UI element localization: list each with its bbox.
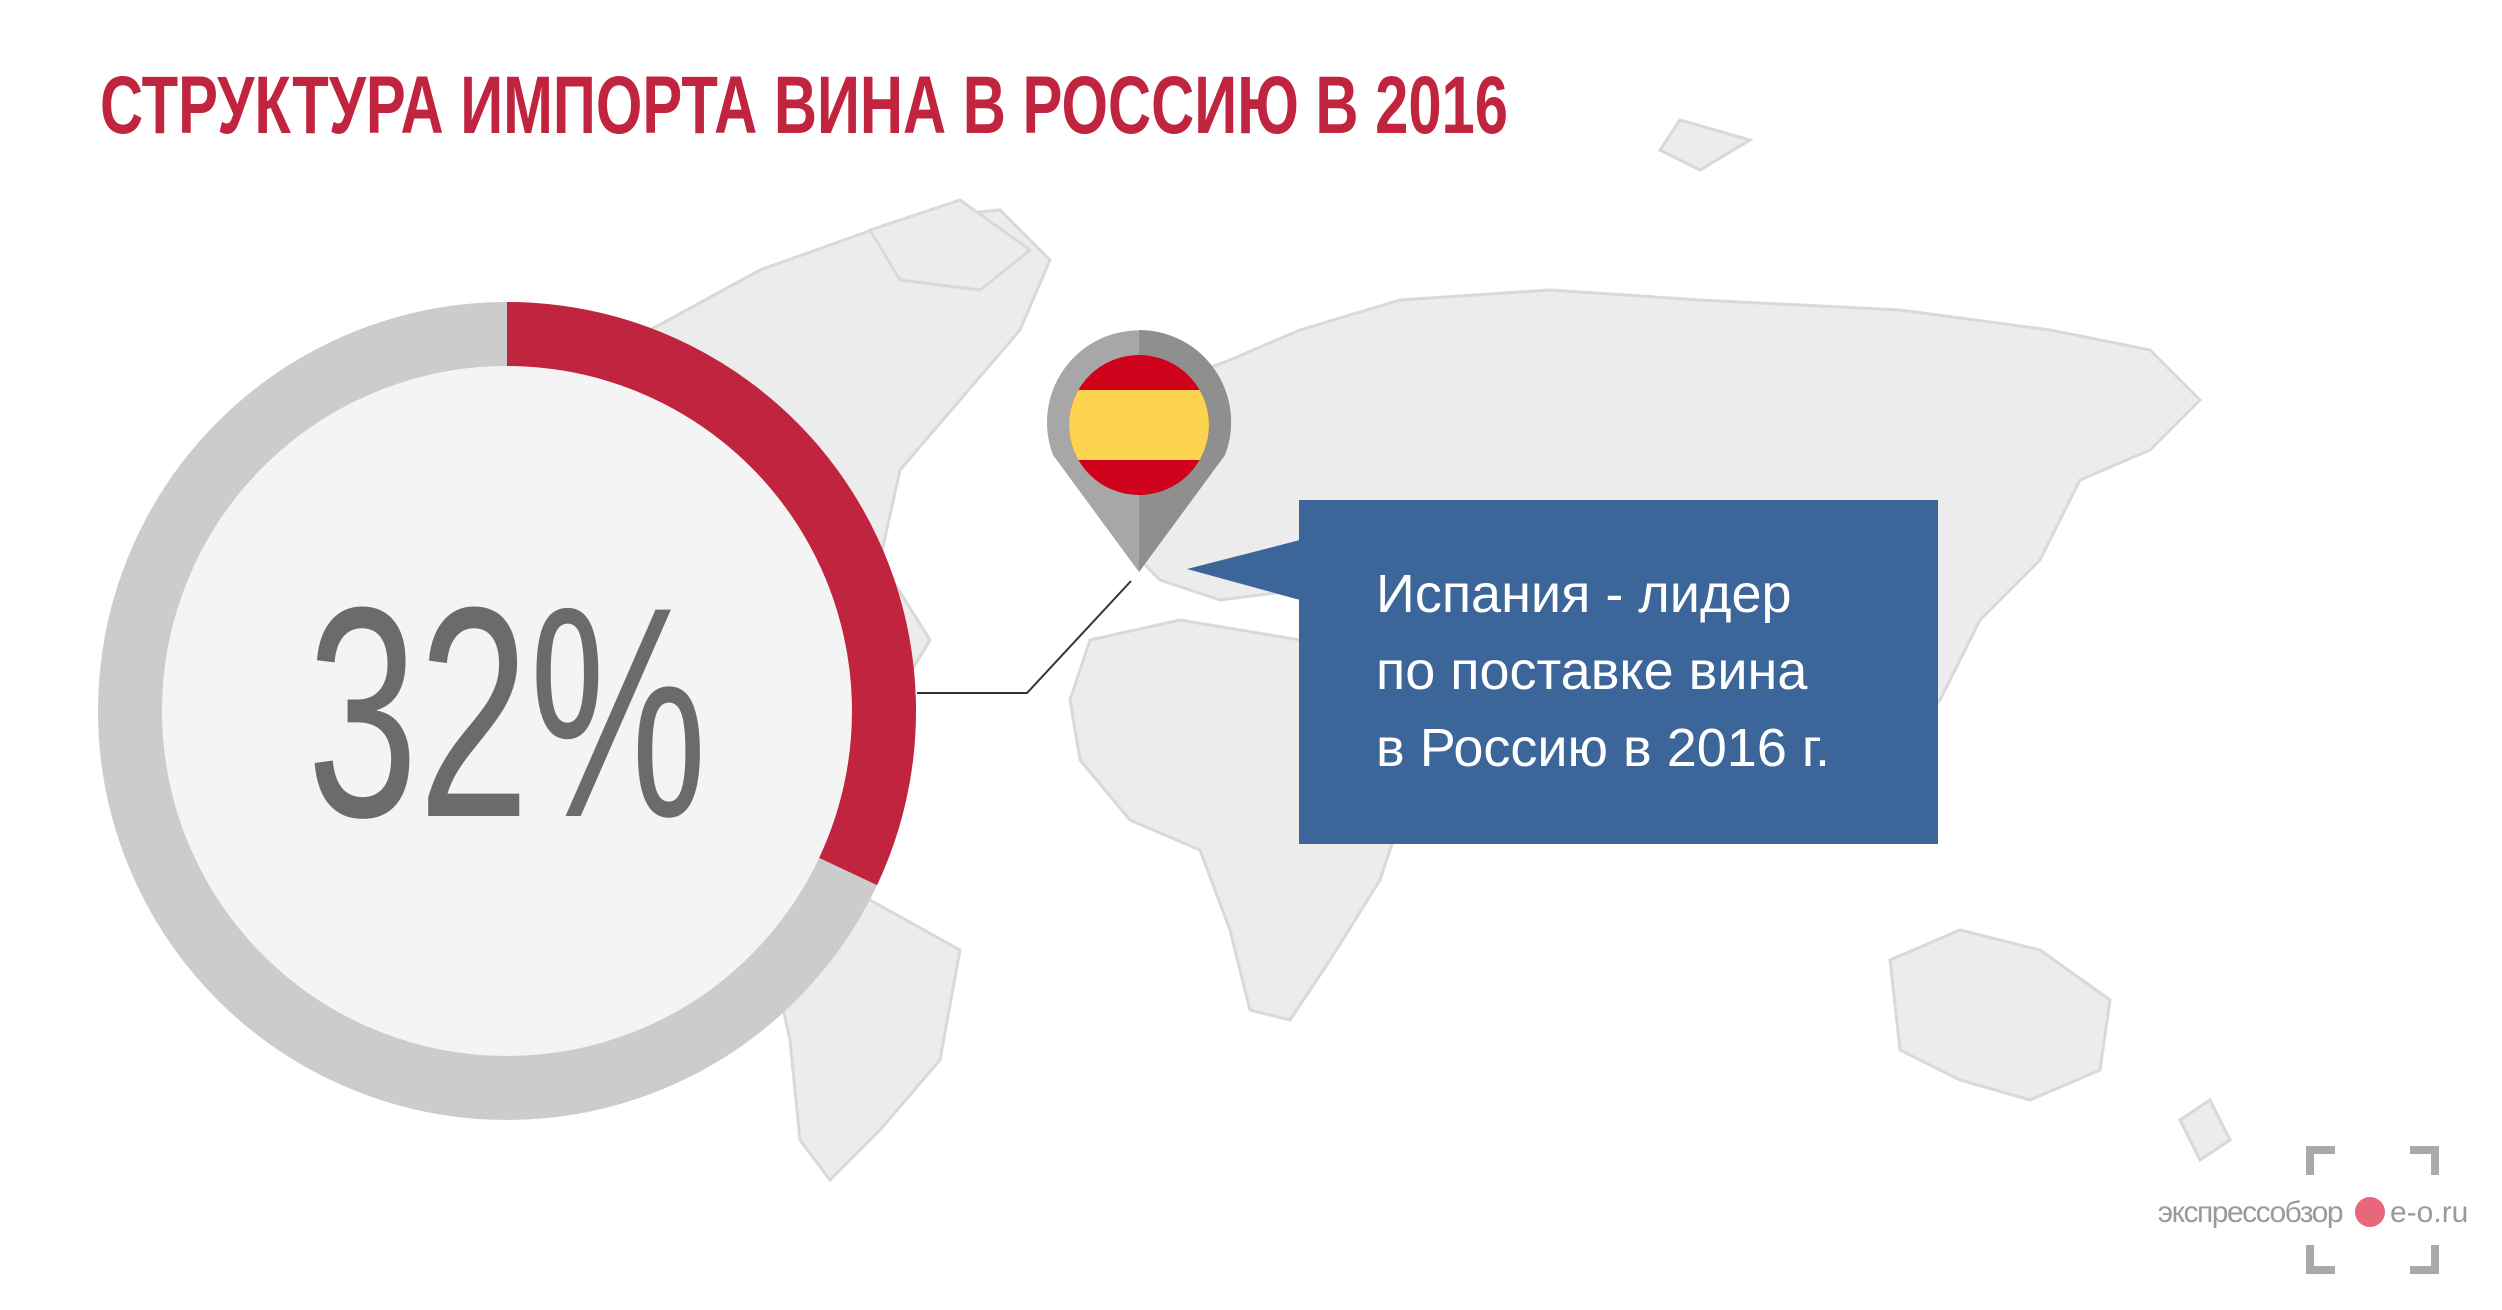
location-pin bbox=[1047, 329, 1232, 572]
donut-chart: 32% bbox=[98, 302, 916, 1120]
donut-center bbox=[162, 366, 852, 1056]
callout-line: в Россию в 2016 г. bbox=[1376, 718, 1830, 778]
callout-line: Испания - лидер bbox=[1376, 564, 1792, 624]
callout-line: по поставке вина bbox=[1376, 641, 1808, 701]
connector-line bbox=[917, 580, 1132, 694]
callout: Испания - лидер по поставке вина в Росси… bbox=[1187, 500, 1938, 844]
value-label: 32% bbox=[307, 544, 707, 880]
donut-segment bbox=[506, 302, 916, 886]
watermark-brand: экспрессобзор bbox=[2158, 1196, 2343, 1229]
flag-spain bbox=[1069, 355, 1209, 495]
title: СТРУКТУРА ИМПОРТА ВИНА В РОССИЮ В 2016 bbox=[100, 60, 1508, 151]
watermark: экспрессобзор e-o.ru bbox=[2158, 1146, 2468, 1274]
watermark-domain: e-o.ru bbox=[2390, 1196, 2468, 1229]
